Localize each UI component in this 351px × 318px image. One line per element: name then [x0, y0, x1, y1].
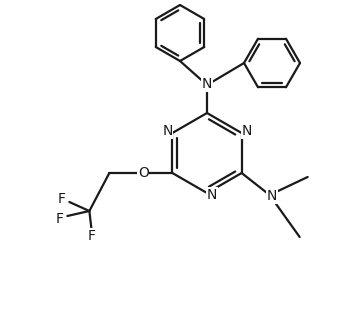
Text: N: N	[202, 77, 212, 91]
Text: N: N	[162, 124, 173, 138]
Text: N: N	[207, 188, 217, 202]
Text: N: N	[266, 189, 277, 203]
Text: N: N	[241, 124, 252, 138]
Text: O: O	[138, 166, 149, 180]
Text: F: F	[57, 192, 65, 206]
Text: F: F	[87, 229, 95, 243]
Text: F: F	[55, 212, 64, 226]
